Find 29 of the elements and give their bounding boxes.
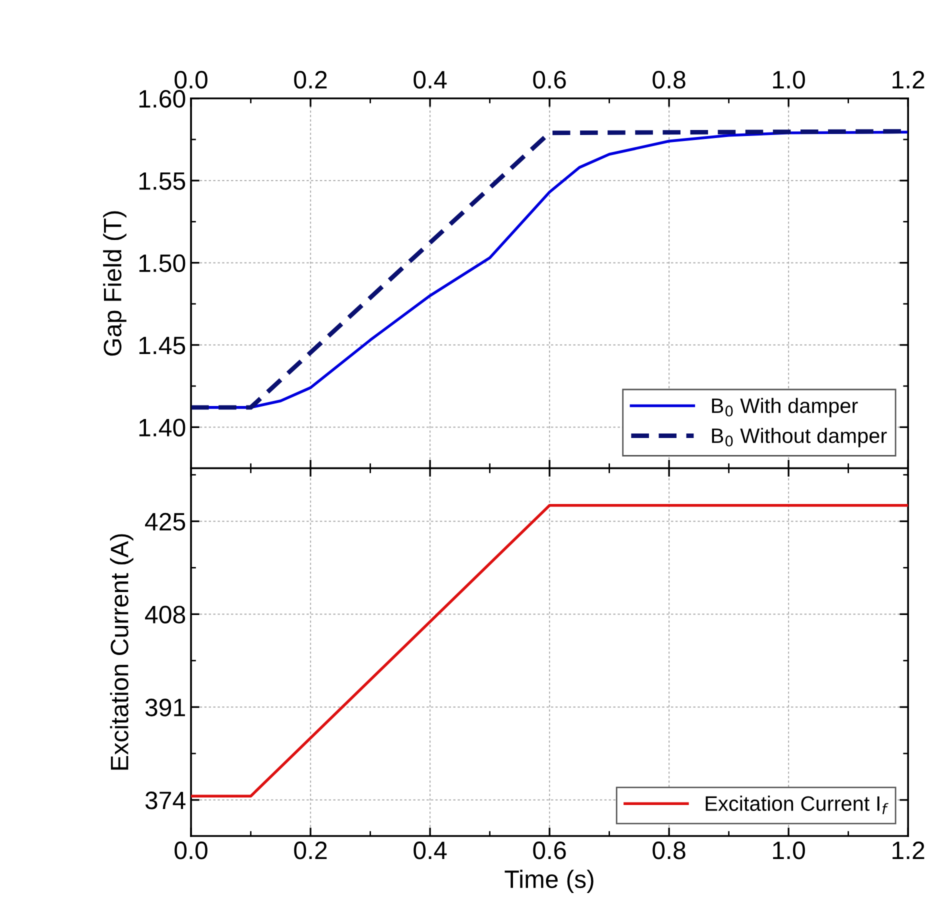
y-axis-title: Excitation Current (A): [110, 534, 134, 770]
x2-tick-label: 0.2: [294, 70, 327, 89]
y-tick-label: 391: [145, 698, 185, 716]
x2-tick-label: 0.8: [652, 70, 686, 89]
x2-tick-label: 0.4: [414, 70, 447, 89]
y-axis-title: Gap Field (T): [103, 211, 126, 356]
legend-label: B$_{0}$ Without damper: [712, 428, 887, 448]
y-tick-label: 1.50: [139, 254, 186, 272]
x2-tick-label: 1.2: [892, 70, 924, 88]
y-tick-label: 1.55: [139, 172, 186, 190]
x-axis-title: Time (s): [504, 870, 594, 894]
x2-tick-label: 1.0: [773, 70, 805, 89]
x2-tick-label: 0.0: [174, 70, 208, 89]
y-tick-label: 425: [145, 512, 186, 531]
x-tick-label: 0.6: [533, 842, 566, 860]
legend-label: B$_{0}$ With damper: [712, 398, 858, 418]
x2-tick-label: 0.6: [533, 70, 566, 89]
y-tick-label: 374: [145, 792, 186, 810]
x-tick-label: 0.0: [174, 842, 208, 860]
x-tick-label: 1.0: [773, 842, 805, 860]
x-tick-label: 0.8: [652, 842, 686, 860]
x-tick-label: 0.4: [414, 842, 447, 860]
y-tick-label: 1.45: [139, 336, 186, 354]
x-tick-label: 0.2: [294, 842, 327, 860]
y-tick-label: 1.40: [139, 418, 186, 436]
y-tick-label: 1.60: [139, 90, 186, 108]
y-tick-label: 408: [145, 606, 186, 624]
legend-label: Excitation Current I$_{f}$: [706, 796, 888, 814]
x-tick-label: 1.2: [892, 842, 924, 860]
